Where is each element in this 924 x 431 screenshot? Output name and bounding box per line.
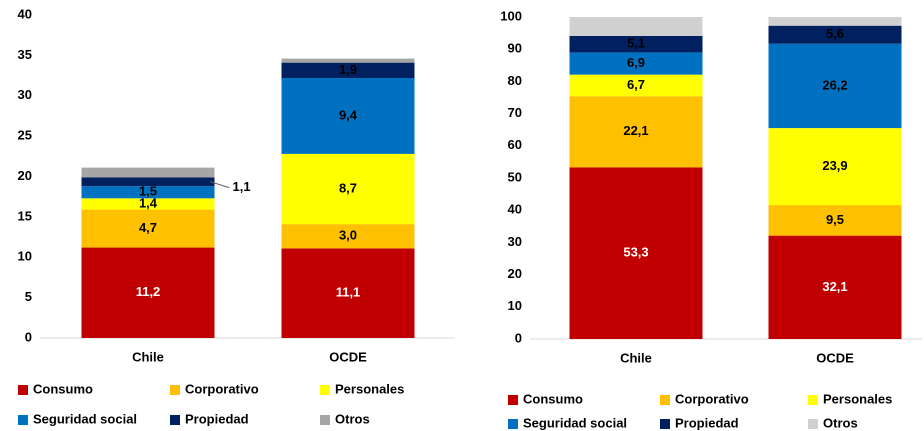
bar-segment [81, 177, 215, 187]
bar-segment [569, 52, 703, 75]
value-label: 1,9 [339, 62, 357, 77]
value-label: 53,3 [623, 245, 648, 260]
y-tick-label: 5 [25, 289, 32, 304]
y-tick-label: 35 [18, 47, 32, 62]
value-label: 22,1 [623, 123, 648, 138]
legend-label: Seguridad social [33, 411, 137, 426]
bar-segment [281, 58, 415, 63]
value-label: 3,0 [339, 228, 357, 243]
legend-swatch [170, 385, 180, 395]
value-label: 32,1 [822, 279, 847, 294]
bar-segment [768, 205, 902, 236]
bar-segment [281, 77, 415, 154]
value-label: 9,5 [826, 212, 844, 227]
legend-swatch [808, 395, 818, 405]
legend-label: Personales [823, 391, 892, 406]
y-tick-label: 30 [508, 234, 522, 249]
legend-swatch [660, 419, 670, 429]
bar-segment [281, 224, 415, 249]
y-tick-label: 50 [508, 169, 522, 184]
y-tick-label: 80 [508, 73, 522, 88]
bar-segment [81, 209, 215, 248]
legend-swatch [18, 385, 28, 395]
bar-segment [81, 247, 215, 338]
bar-segment [569, 17, 703, 36]
value-label: 1,5 [139, 184, 157, 199]
leader-line [210, 181, 230, 189]
legend-swatch [808, 419, 818, 429]
value-label: 6,7 [627, 77, 645, 92]
y-tick-label: 25 [18, 128, 32, 143]
x-tick-label: OCDE [329, 349, 367, 364]
legend-label: Propiedad [185, 411, 249, 426]
bar-segment [768, 17, 902, 26]
y-tick-label: 20 [18, 168, 32, 183]
bar-segment [768, 43, 902, 129]
bar-segment [768, 128, 902, 206]
bar-segment [81, 186, 215, 199]
x-tick-label: Chile [132, 349, 164, 364]
y-tick-label: 0 [25, 329, 32, 344]
value-label: 11,2 [136, 284, 161, 299]
y-tick-label: 30 [18, 87, 32, 102]
y-tick-label: 60 [508, 137, 522, 152]
y-tick-label: 20 [508, 266, 522, 281]
bar-segment [81, 198, 215, 210]
legend-label: Consumo [33, 381, 93, 396]
y-tick-label: 100 [500, 8, 522, 23]
bar-segment [768, 235, 902, 339]
y-tick-label: 40 [508, 202, 522, 217]
y-tick-label: 90 [508, 41, 522, 56]
bar-segment [569, 96, 703, 168]
y-tick-label: 15 [18, 208, 32, 223]
legend-swatch [320, 415, 330, 425]
bar-segment [81, 167, 215, 178]
legend-label: Personales [335, 381, 404, 396]
value-label: 1,1 [233, 179, 251, 194]
legend-swatch [508, 419, 518, 429]
bar-segment [281, 153, 415, 225]
bar-segment [569, 35, 703, 53]
value-label: 1,4 [139, 195, 158, 210]
x-tick-label: Chile [620, 350, 652, 365]
value-label: 6,9 [627, 55, 645, 70]
value-label: 23,9 [822, 158, 847, 173]
legend-label: Seguridad social [523, 415, 627, 430]
legend-label: Propiedad [675, 415, 739, 430]
legend-swatch [508, 395, 518, 405]
bar-segment [281, 248, 415, 338]
legend-label: Corporativo [185, 381, 259, 396]
value-label: 9,4 [339, 107, 358, 122]
bar-segment [569, 74, 703, 97]
value-label: 8,7 [339, 180, 357, 195]
value-label: 26,2 [822, 77, 847, 92]
legend-label: Otros [335, 411, 370, 426]
y-tick-label: 70 [508, 105, 522, 120]
legend-swatch [170, 415, 180, 425]
value-label: 11,1 [336, 285, 361, 300]
legend-swatch [18, 415, 28, 425]
legend-label: Consumo [523, 391, 583, 406]
y-tick-label: 10 [508, 298, 522, 313]
legend-label: Corporativo [675, 391, 749, 406]
y-tick-label: 0 [515, 330, 522, 345]
bar-segment [569, 167, 703, 339]
y-tick-label: 10 [18, 249, 32, 264]
value-label: 5,1 [627, 36, 645, 51]
legend-swatch [320, 385, 330, 395]
legend-swatch [660, 395, 670, 405]
value-label: 4,7 [139, 220, 157, 235]
x-tick-label: OCDE [816, 350, 854, 365]
y-tick-label: 40 [18, 6, 32, 21]
bar-segment [281, 62, 415, 78]
value-label: 5,6 [826, 26, 844, 41]
legend-label: Otros [823, 415, 858, 430]
bar-segment [768, 25, 902, 44]
